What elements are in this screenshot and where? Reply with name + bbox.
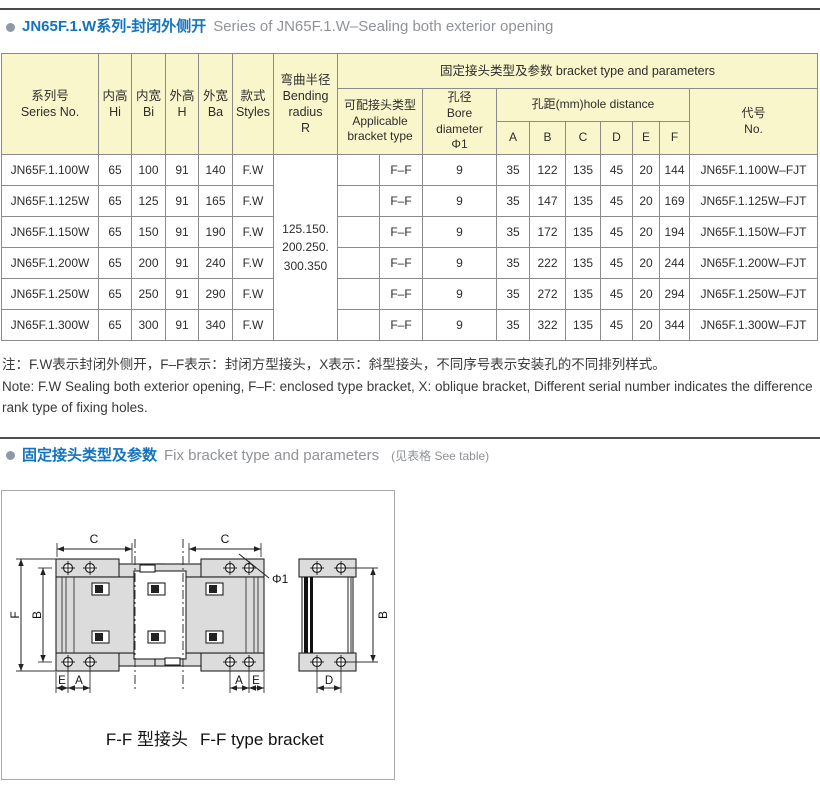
col-header-h: 外高 H xyxy=(165,53,199,155)
col-header-e: E xyxy=(632,121,660,155)
cell-bending-radius: 125.150. 200.250. 300.350 xyxy=(273,154,338,341)
caption-en: F-F type bracket xyxy=(200,730,324,749)
table-row: JN65F.1.300W 65 300 91 340 F.W F–F 9 35 … xyxy=(1,309,818,341)
dim-label-c-left: C xyxy=(90,532,99,546)
cell-series: JN65F.1.200W xyxy=(1,247,99,279)
body-detail-lines xyxy=(61,576,259,653)
bracket-drawing-box: C C Φ1 F B B E A A E D F-F 型接头 F-F type … xyxy=(1,489,395,780)
col-header-c: C xyxy=(565,121,601,155)
side-view xyxy=(298,558,357,672)
series-title-zh: JN65F.1.W系列-封闭外侧开 xyxy=(22,18,207,35)
drawing-caption: F-F 型接头 F-F type bracket xyxy=(106,730,324,749)
bracket-title-en: Fix bracket type and parameters xyxy=(164,446,380,464)
header-row-2: 可配接头类型 Applicable bracket type 孔径 Bore d… xyxy=(2,88,818,155)
cell-code: JN65F.1.125W–FJT xyxy=(689,185,818,217)
dimension-lines xyxy=(18,545,376,691)
dim-label-e-left: E xyxy=(58,675,66,687)
dim-label-f: F xyxy=(8,611,22,618)
dim-label-d: D xyxy=(325,675,333,687)
centerlines xyxy=(134,538,184,691)
catalog-page: JN65F.1.W系列-封闭外侧开 Series of JN65F.1.W–Se… xyxy=(0,8,820,780)
col-header-hi: 内高 Hi xyxy=(98,53,132,155)
col-header-styles: 款式 Styles xyxy=(232,53,274,155)
front-view xyxy=(55,558,265,672)
footnotes: 注：F.W表示封闭外侧开，F–F表示：封闭方型接头，X表示：斜型接头，不同序号表… xyxy=(2,354,814,419)
col-header-f: F xyxy=(659,121,690,155)
cell-code: JN65F.1.150W–FJT xyxy=(689,216,818,248)
bracket-title-zh: 固定接头类型及参数 xyxy=(22,446,158,464)
slot-details xyxy=(91,582,224,644)
col-header-radius: 弯曲半径 Bending radius R xyxy=(273,53,338,155)
series-title-en: Series of JN65F.1.W–Sealing both exterio… xyxy=(213,18,554,35)
cell-series: JN65F.1.250W xyxy=(1,278,99,310)
cell-series: JN65F.1.150W xyxy=(1,216,99,248)
cell-code: JN65F.1.300W–FJT xyxy=(689,309,818,341)
cell-code: JN65F.1.250W–FJT xyxy=(689,278,818,310)
section-divider xyxy=(0,436,820,439)
dim-label-e-right: E xyxy=(252,675,260,687)
footnote-zh: 注：F.W表示封闭外侧开，F–F表示：封闭方型接头，X表示：斜型接头，不同序号表… xyxy=(2,357,666,372)
series-heading: JN65F.1.W系列-封闭外侧开 Series of JN65F.1.W–Se… xyxy=(6,17,820,37)
col-header-hole-distance: 孔距(mm)hole distance xyxy=(496,88,690,122)
bullet-icon xyxy=(6,451,15,461)
table-row: JN65F.1.200W 65 200 91 240 F.W F–F 9 35 … xyxy=(1,247,818,279)
col-header-bi: 内宽 Bi xyxy=(131,53,166,155)
header-row-3: A B C D E F xyxy=(2,121,818,155)
table-row: JN65F.1.125W 65 125 91 165 F.W F–F 9 35 … xyxy=(1,185,818,217)
cell-series: JN65F.1.125W xyxy=(1,185,99,217)
dimension-labels: C C Φ1 F B B E A A E D xyxy=(8,532,390,687)
bracket-heading: 固定接头类型及参数 Fix bracket type and parameter… xyxy=(6,446,820,466)
bullet-icon xyxy=(6,22,15,32)
cell-series: JN65F.1.300W xyxy=(1,309,99,341)
dim-label-b-left: B xyxy=(30,611,44,619)
col-header-ba: 外宽 Ba xyxy=(198,53,233,155)
cell-code: JN65F.1.100W–FJT xyxy=(689,154,818,186)
top-rule xyxy=(0,8,820,10)
dim-label-a-left: A xyxy=(75,675,83,687)
table-row: JN65F.1.250W 65 250 91 290 F.W F–F 9 35 … xyxy=(1,278,818,310)
col-header-bore: 孔径 Bore diameter Φ1 xyxy=(422,88,497,155)
dim-label-c-right: C xyxy=(221,532,230,546)
col-header-applicable: 可配接头类型 Applicable bracket type xyxy=(337,88,423,155)
caption-zh: F-F 型接头 xyxy=(106,730,188,749)
extension-lines xyxy=(16,542,378,693)
dim-label-a-right: A xyxy=(235,675,243,687)
group-header-bracket: 固定接头类型及参数 bracket type and parameters xyxy=(337,53,818,89)
cell-code: JN65F.1.200W–FJT xyxy=(689,247,818,279)
bracket-technical-drawing: C C Φ1 F B B E A A E D F-F 型接头 F-F type … xyxy=(8,532,390,749)
spec-table: 系列号 Series No. 内高 Hi 内宽 Bi 外高 H 外宽 Ba 款式… xyxy=(1,53,818,341)
dim-label-b-right: B xyxy=(376,611,390,619)
table-row: JN65F.1.100W 65 100 91 140 F.W 125.150. … xyxy=(1,154,818,341)
dim-label-phi1: Φ1 xyxy=(272,572,289,586)
cell-series: JN65F.1.100W xyxy=(1,154,99,186)
col-header-a: A xyxy=(496,121,530,155)
col-header-series: 系列号 Series No. xyxy=(1,53,99,155)
col-header-d: D xyxy=(600,121,633,155)
header-row-1: 系列号 Series No. 内高 Hi 内宽 Bi 外高 H 外宽 Ba 款式… xyxy=(1,53,818,155)
col-header-b: B xyxy=(529,121,566,155)
bracket-title-aside: (见表格 See table) xyxy=(391,448,490,463)
footnote-en: Note: F.W Sealing both exterior opening,… xyxy=(2,378,813,416)
table-row: JN65F.1.150W 65 150 91 190 F.W F–F 9 35 … xyxy=(1,216,818,248)
col-header-code: 代号 No. xyxy=(689,88,818,155)
